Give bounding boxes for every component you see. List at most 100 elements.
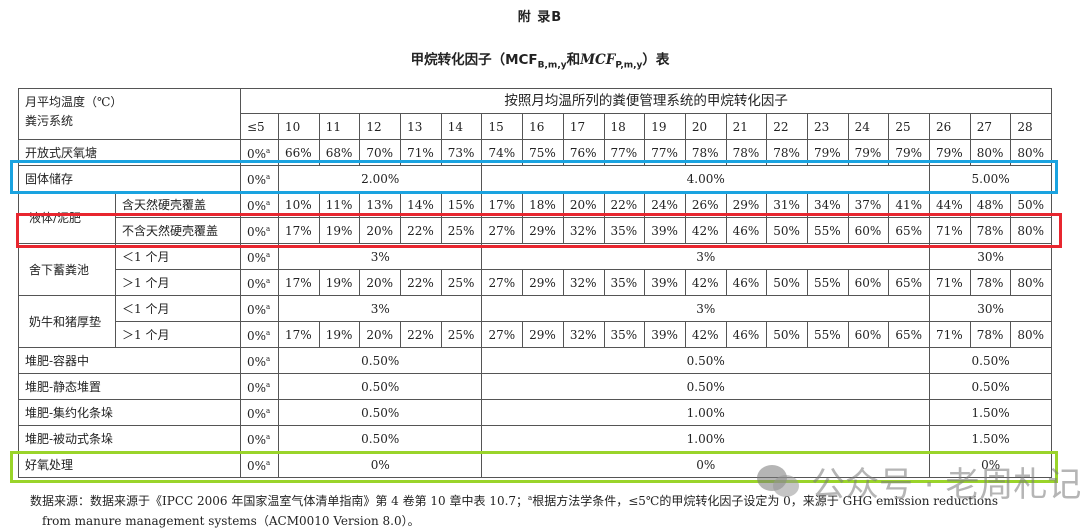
value-span-10-14: 2.00% [277, 165, 483, 192]
value-cell: 60% [847, 217, 890, 244]
value-cell: 14% [400, 191, 442, 218]
value-cell: 79% [929, 139, 971, 166]
table-row-compost-static: 堆肥-静态堆置 0%a 0.50% 0.50% 0.50% [18, 373, 1053, 400]
value-le5: 0%a [240, 295, 279, 322]
value-cell: 74% [481, 139, 524, 166]
value-le5: 0%a [240, 191, 279, 218]
value-cell: 78% [969, 269, 1012, 296]
value-span-26-28: 0.50% [928, 347, 1053, 374]
value-cell: 46% [725, 321, 768, 348]
value-cell: 29% [725, 191, 768, 218]
value-cell: 15% [440, 191, 483, 218]
temp-header: 20 [684, 113, 727, 140]
temp-header: 25 [888, 113, 930, 140]
value-le5: 0%a [240, 321, 279, 348]
table-row-pit-lt1: 舍下蓄粪池 ＜1 个月 0%a 3% 3% 30% [18, 243, 1053, 296]
value-cell: 78% [725, 139, 768, 166]
value-cell: 78% [684, 139, 727, 166]
value-cell: 32% [562, 269, 605, 296]
value-cell: 32% [562, 217, 605, 244]
value-span-15-25: 0.50% [481, 373, 930, 400]
value-cell: 65% [888, 269, 930, 296]
temp-header: 24 [847, 113, 890, 140]
value-cell: 17% [481, 191, 524, 218]
value-cell: 42% [684, 269, 727, 296]
value-cell: 75% [522, 139, 564, 166]
row-sublabel: 含天然硬壳覆盖 [115, 191, 241, 218]
table-row-open-lagoon: 开放式厌氧塘 0%a 66% 68% 70% 71% 73% 74% 75% 7… [18, 139, 1053, 166]
value-cell: 70% [359, 139, 402, 166]
value-cell: 17% [278, 217, 320, 244]
value-cell: 80% [1010, 217, 1053, 244]
mcf-table: 月平均温度（℃） 粪污系统 按照月均温所列的粪便管理系统的甲烷转化因子 ≤5 1… [18, 88, 1053, 478]
value-cell: 42% [684, 217, 727, 244]
value-cell: 29% [522, 269, 564, 296]
value-cell: 78% [766, 139, 808, 166]
value-cell: 76% [562, 139, 605, 166]
value-cell: 60% [847, 321, 890, 348]
row-sublabel: 不含天然硬壳覆盖 [115, 217, 241, 244]
value-cell: 35% [603, 269, 646, 296]
temp-header: 14 [440, 113, 483, 140]
temp-header: 13 [400, 113, 442, 140]
value-le5: 0%a [240, 269, 279, 296]
value-cell: 60% [847, 269, 890, 296]
value-cell: 48% [969, 191, 1012, 218]
value-cell: 39% [644, 217, 686, 244]
value-cell: 37% [847, 191, 890, 218]
value-span-15-25: 0.50% [481, 347, 930, 374]
value-cell: 20% [562, 191, 605, 218]
corner-header: 月平均温度（℃） 粪污系统 [18, 88, 241, 140]
value-le5: 0%a [240, 243, 279, 270]
temp-header: 27 [969, 113, 1012, 140]
table-row-pit-gt1: ＞1 个月 0%a 17% 19% 20% 22% 25% 27% 29% 32… [19, 269, 1053, 296]
value-span-26-28: 0% [928, 451, 1053, 478]
value-cell: 27% [481, 269, 524, 296]
value-le5: 0%a [240, 425, 279, 452]
value-span-26-28: 0.50% [928, 373, 1053, 400]
value-span-10-14: 0.50% [277, 347, 483, 374]
value-cell: 50% [1010, 191, 1053, 218]
temp-header: 19 [644, 113, 686, 140]
row-sublabel: ＜1 个月 [115, 295, 241, 322]
row-label: 固体储存 [18, 165, 241, 192]
value-cell: 71% [400, 139, 442, 166]
value-cell: 42% [684, 321, 727, 348]
value-cell: 20% [359, 217, 402, 244]
value-span-10-14: 3% [277, 243, 483, 270]
footnote-line-2: from manure management systems（ACM0010 V… [42, 514, 420, 528]
temp-header: 15 [481, 113, 524, 140]
value-cell: 71% [929, 217, 971, 244]
value-cell: 65% [888, 217, 930, 244]
value-span-15-25: 1.00% [481, 399, 930, 426]
temp-header: 17 [562, 113, 605, 140]
value-cell: 39% [644, 321, 686, 348]
row-group-label: 液体/泥肥 [18, 191, 116, 244]
value-span-26-28: 1.50% [928, 399, 1053, 426]
value-cell: 22% [400, 269, 442, 296]
value-le5: 0%a [240, 165, 279, 192]
value-cell: 80% [1010, 321, 1053, 348]
value-le5: 0%a [240, 451, 279, 478]
value-cell: 22% [400, 321, 442, 348]
table-row-bedding-gt1: ＞1 个月 0%a 17% 19% 20% 22% 25% 27% 29% 32… [19, 321, 1053, 348]
value-cell: 11% [318, 191, 361, 218]
value-span-26-28: 30% [928, 295, 1053, 322]
header-row-1: 月平均温度（℃） 粪污系统 按照月均温所列的粪便管理系统的甲烷转化因子 [18, 88, 1053, 140]
value-cell: 27% [481, 217, 524, 244]
value-cell: 34% [806, 191, 849, 218]
temp-header: 28 [1010, 113, 1053, 140]
temp-header: 23 [806, 113, 849, 140]
value-le5: 0%a [240, 347, 279, 374]
temp-header: 12 [359, 113, 402, 140]
temp-header: 22 [766, 113, 808, 140]
value-cell: 55% [806, 269, 849, 296]
value-cell: 66% [278, 139, 320, 166]
value-span-15-25: 4.00% [481, 165, 930, 192]
value-cell: 24% [644, 191, 686, 218]
temp-header: 16 [522, 113, 564, 140]
value-cell: 55% [806, 321, 849, 348]
row-label: 堆肥-集约化条垛 [18, 399, 241, 426]
value-cell: 20% [359, 269, 402, 296]
row-sublabel: ＞1 个月 [115, 269, 241, 296]
